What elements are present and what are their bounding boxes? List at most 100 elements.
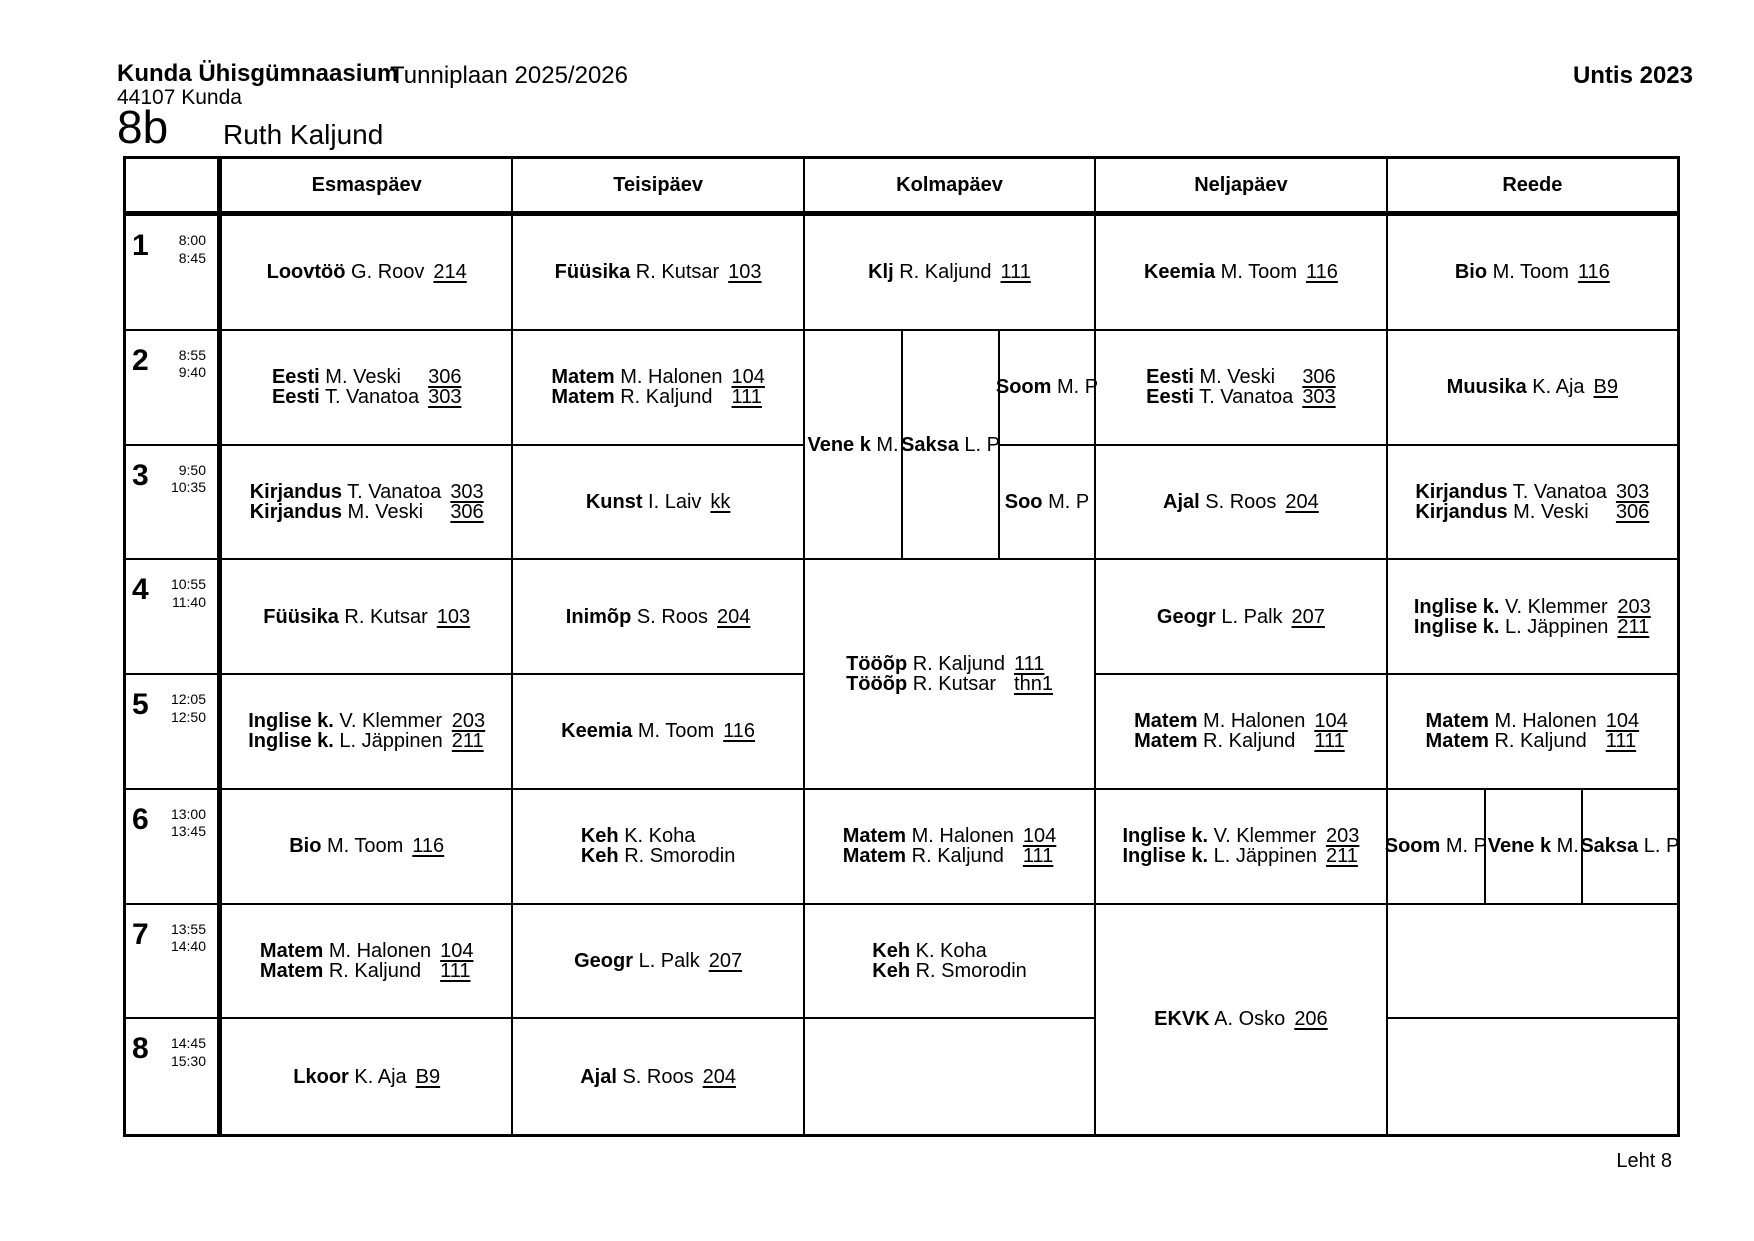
lesson-subject: Inglise k. bbox=[248, 730, 334, 753]
lesson-entry: Geogr L. Palk bbox=[1157, 607, 1283, 627]
time-column-header bbox=[126, 159, 217, 216]
empty-cell bbox=[805, 1019, 1094, 1134]
lesson-subject: Ajal bbox=[580, 1065, 617, 1088]
lesson-subject: Eesti bbox=[1146, 386, 1194, 409]
period-times: 8:55 9:40 bbox=[164, 347, 206, 444]
lesson-subject: Soom bbox=[995, 376, 1052, 399]
day-grid-1: Loovtöö G. Roov 214 Eesti M. Veski 306 Eesti… bbox=[222, 216, 512, 1134]
lesson-room: 104 bbox=[1314, 710, 1348, 733]
lesson-teacher: V. Klemmer bbox=[333, 710, 442, 733]
lesson-cell: Tööõp R. Kaljund 111 Tööõp R. Kutsar thn1 bbox=[804, 560, 1095, 790]
lesson-cell: Soo M. P bbox=[997, 445, 1095, 561]
lesson-entry: Klj R. Kaljund bbox=[868, 262, 991, 282]
lesson-room: 104 bbox=[1605, 710, 1640, 733]
lesson-subject: Kirjandus bbox=[1415, 480, 1508, 503]
lesson-teacher: L. Jäppinen bbox=[333, 730, 443, 753]
lesson-teacher: K. Aja bbox=[348, 1065, 407, 1088]
lesson-teacher: R. Kaljund bbox=[323, 959, 422, 982]
lesson-subject: Klj bbox=[868, 261, 894, 284]
lesson-teacher: T. Vanatoa bbox=[1193, 386, 1294, 409]
lesson-subject: Matem bbox=[842, 845, 907, 868]
lesson-entry: Soom M. P bbox=[996, 377, 1098, 397]
lesson-lines: Matem M. Halonen 104 Matem R. Kaljund 111 bbox=[260, 941, 474, 981]
timetable: 1 8:00 8:45 2 8:55 9:40 3 9:50 10:35 4 10:55 11:40 5… bbox=[123, 156, 1680, 1137]
lesson-subject: Loovtöö bbox=[266, 261, 346, 284]
lesson-entry: Geogr L. Palk bbox=[574, 951, 700, 971]
lesson-cell: Keemia M. Toom 116 bbox=[513, 675, 803, 790]
lesson-entry: Tööõp R. Kaljund bbox=[846, 654, 1005, 674]
lesson-entry: Kirjandus T. Vanatoa bbox=[1415, 482, 1607, 502]
lesson-subject: Füüsika bbox=[554, 261, 631, 284]
lesson-subject: Kunst bbox=[585, 490, 643, 513]
lesson-subject: Tööõp bbox=[846, 673, 908, 695]
lesson-entry: Muusika K. Aja bbox=[1447, 377, 1585, 397]
empty-cell bbox=[1388, 1019, 1677, 1134]
lesson-subject: Inimõp bbox=[565, 605, 632, 628]
lesson-teacher: R. Kaljund bbox=[893, 261, 992, 284]
lesson-teacher: R. Smorodin bbox=[618, 845, 736, 868]
lesson-lines: Ajal S. Roos 204 bbox=[1163, 492, 1319, 512]
lesson-room: 211 bbox=[1326, 845, 1358, 868]
lesson-room: 303 bbox=[1615, 480, 1650, 503]
period-times: 12:05 12:50 bbox=[164, 691, 206, 788]
lesson-lines: Soo M. P bbox=[1005, 492, 1089, 512]
lesson-entry: Tööõp R. Kutsar bbox=[846, 674, 1005, 694]
lesson-room: 116 bbox=[723, 720, 756, 743]
lesson-cell: Kunst I. Laiv kk bbox=[513, 446, 803, 561]
lesson-entry: Keh K. Koha bbox=[581, 826, 736, 846]
lesson-entry: Eesti M. Veski bbox=[1146, 367, 1293, 387]
lesson-lines: Bio M. Toom 116 bbox=[1455, 262, 1610, 282]
lesson-entry: Keh R. Smorodin bbox=[581, 846, 736, 866]
day-header-5: Reede bbox=[1387, 159, 1678, 216]
lesson-room: 116 bbox=[1305, 261, 1338, 284]
period-times: 14:45 15:30 bbox=[164, 1035, 206, 1134]
period-cell-7: 7 13:55 14:40 bbox=[126, 905, 217, 1020]
lesson-teacher: M. P bbox=[1051, 376, 1099, 399]
lesson-lines: Keh K. Koha Keh R. Smorodin bbox=[872, 941, 1027, 981]
lesson-cell: Matem M. Halonen 104 Matem R. Kaljund 111 bbox=[804, 790, 1095, 905]
lesson-room: 306 bbox=[450, 500, 484, 523]
lesson-entry: Keh K. Koha bbox=[872, 941, 1027, 961]
lesson-entry: Soo M. P bbox=[1005, 492, 1089, 512]
lesson-lines: Klj R. Kaljund 111 bbox=[868, 262, 1031, 282]
lesson-room: 214 bbox=[433, 261, 467, 284]
period-cell-8: 8 14:45 15:30 bbox=[126, 1019, 217, 1134]
lesson-entry: EKVK A. Osko bbox=[1154, 1009, 1285, 1029]
period-number: 8 bbox=[132, 1032, 149, 1066]
lesson-cell: Keh K. Koha Keh R. Smorodin bbox=[513, 790, 803, 905]
lesson-entry: Kirjandus T. Vanatoa bbox=[250, 482, 442, 502]
lesson-lines: Matem M. Halonen 104 Matem R. Kaljund 111 bbox=[1134, 711, 1348, 751]
lesson-subject: Kirjandus bbox=[1415, 500, 1508, 523]
lesson-subject: Eesti bbox=[1146, 366, 1194, 389]
lesson-lines: Keemia M. Toom 116 bbox=[561, 721, 755, 741]
lesson-subject: Ajal bbox=[1163, 490, 1200, 513]
lesson-room: 306 bbox=[1615, 500, 1650, 523]
lesson-room: 111 bbox=[1314, 730, 1345, 753]
lesson-room: 116 bbox=[1577, 261, 1610, 284]
period-end-time: 9:40 bbox=[178, 364, 206, 381]
period-times: 9:50 10:35 bbox=[164, 462, 206, 559]
lesson-room: 303 bbox=[450, 480, 484, 503]
lesson-teacher: K. Koha bbox=[618, 825, 696, 848]
lesson-subject: Keh bbox=[580, 825, 619, 848]
day-column-4: Neljapäev Keemia M. Toom 116 Eesti M. Veski… bbox=[1094, 159, 1386, 1134]
day-column-1: Esmaspäev Loovtöö G. Roov 214 Eesti M. Vesk… bbox=[217, 159, 512, 1134]
lesson-entry: Inglise k. L. Jäppinen bbox=[248, 731, 443, 751]
lesson-lines: Eesti M. Veski 306 Eesti T. Vanatoa 303 bbox=[272, 367, 462, 407]
plan-title: Tunniplaan 2025/2026 bbox=[390, 62, 628, 89]
period-times: 10:55 11:40 bbox=[164, 576, 206, 673]
lesson-teacher: S. Roos bbox=[1199, 490, 1277, 513]
lesson-teacher: M. Halonen bbox=[906, 825, 1014, 848]
lesson-entry: Inglise k. L. Jäppinen bbox=[1122, 846, 1317, 866]
lesson-teacher: M. Halonen bbox=[614, 366, 723, 389]
lesson-entry: Matem M. Halonen bbox=[1134, 711, 1305, 731]
lesson-subject: Matem bbox=[842, 825, 907, 848]
period-cell-3: 3 9:50 10:35 bbox=[126, 446, 217, 561]
lesson-entry: Inglise k. V. Klemmer bbox=[1122, 826, 1317, 846]
day-column-3: Kolmapäev Klj R. Kaljund 111 Vene k M. Saksa… bbox=[802, 159, 1098, 1134]
lesson-subject: Inglise k. bbox=[1413, 595, 1500, 618]
lesson-cell: Füüsika R. Kutsar 103 bbox=[513, 216, 803, 331]
lesson-room: B9 bbox=[1593, 376, 1618, 399]
lesson-lines: Loovtöö G. Roov 214 bbox=[267, 262, 467, 282]
